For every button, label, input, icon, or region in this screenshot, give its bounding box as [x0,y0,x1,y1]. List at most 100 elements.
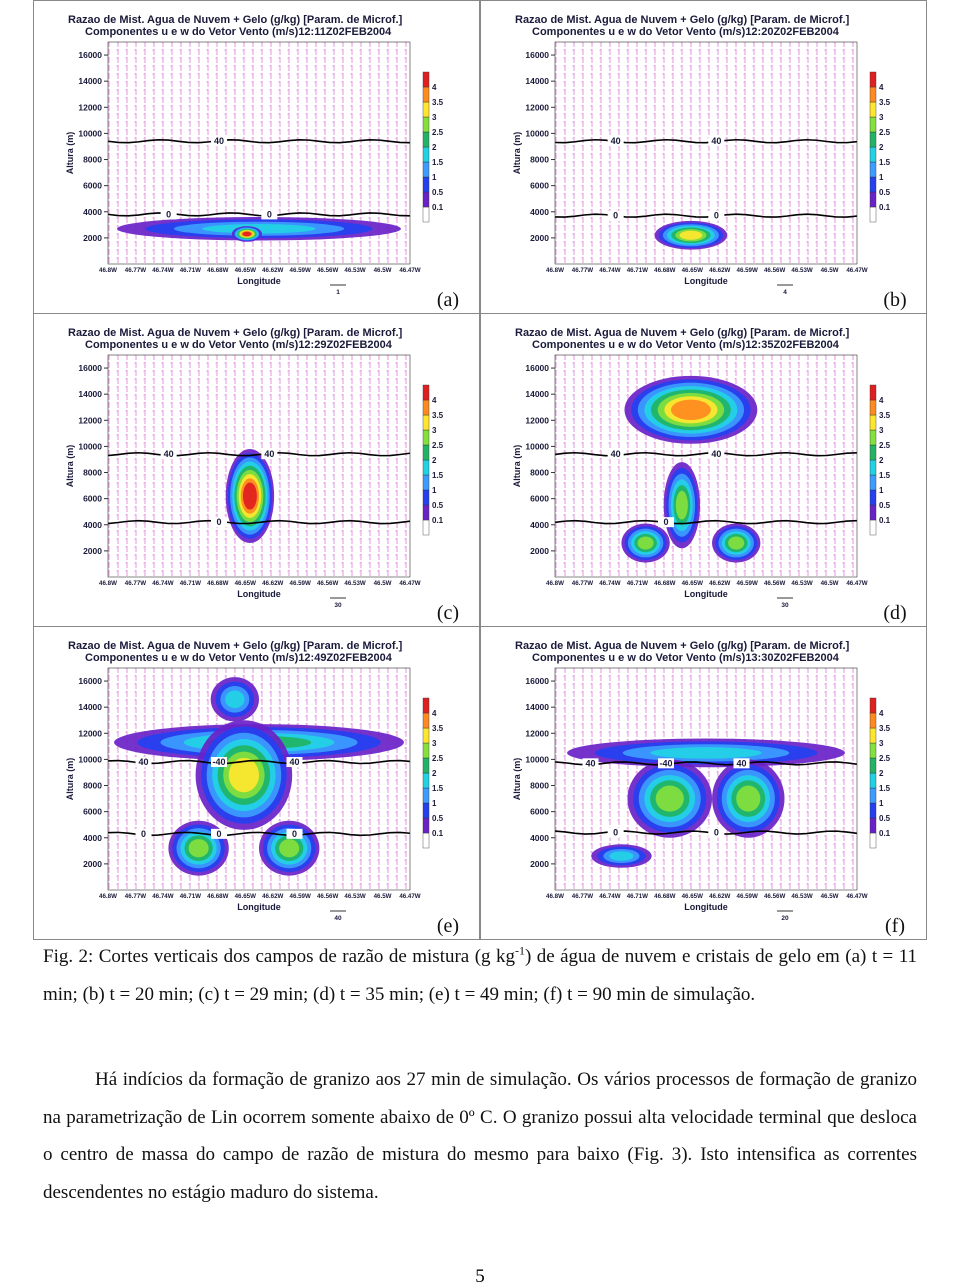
y-axis-label: Altura (m) [65,445,75,488]
colorbar-label: 0.1 [432,203,444,212]
isotherm-label: 0 [613,828,618,838]
isotherm-label-bg [607,449,624,460]
colorbar-box [422,697,430,714]
colorbar-box [422,86,430,103]
cloud-contour [655,785,684,812]
y-tick-label: 12000 [525,102,549,112]
figure: Razao de Mist. Agua de Nuvem + Gelo (g/k… [33,0,927,940]
cloud-contour [242,231,252,237]
y-tick-label: 14000 [525,702,549,712]
isotherm [108,451,410,457]
cloud-contour [728,536,745,550]
colorbar-label: 0.1 [879,516,891,525]
colorbar-label: 1 [432,799,437,808]
colorbar-box [869,459,877,476]
isotherm-label-bg [607,136,624,147]
isotherm-label: 40 [711,136,721,146]
y-tick-label: 2000 [530,233,549,243]
y-tick-label: 12000 [525,415,549,425]
isotherm [555,761,857,766]
isotherm-label-bg [582,758,599,769]
y-tick-label: 6000 [83,494,102,504]
isotherm-label: 0 [141,829,146,839]
panel-label: (d) [883,602,906,624]
colorbar-box [422,459,430,476]
panel-label: (a) [437,289,459,311]
isotherm-label: 0 [166,209,171,219]
x-tick-label: 46.68W [654,893,675,900]
vector-scale-label: 1 [336,289,340,296]
isotherm-label-bg [261,209,278,220]
y-tick-label: 8000 [83,781,102,791]
y-tick-label: 16000 [525,363,549,373]
colorbar-label: 1.5 [879,784,891,793]
colorbar-box [869,504,877,521]
x-tick-label: 46.5W [821,580,839,587]
isotherm-label: 40 [214,136,224,146]
plot-frame [107,41,411,265]
colorbar-box [422,504,430,521]
isotherm-label: 40 [138,757,148,767]
x-tick-label: 46.62W [262,580,283,587]
colorbar-box [869,101,877,118]
colorbar-box [869,444,877,461]
y-tick-label: 6000 [83,181,102,191]
x-tick-label: 46.68W [654,580,675,587]
isotherm-label-bg [211,757,227,768]
colorbar-box [869,727,877,744]
colorbar-label: 3 [879,426,884,435]
y-tick-label: 4000 [83,520,102,530]
subtitle-text: Componentes u e w do Vetor Vento (m/s) [532,339,746,351]
colorbar-label: 1.5 [432,158,444,167]
panel: Razao de Mist. Agua de Nuvem + Gelo (g/k… [33,0,480,314]
colorbar-label: 0.5 [879,814,891,823]
isotherm-label-bg [211,136,227,147]
isotherm-label: 0 [267,209,272,219]
y-tick-label: 14000 [525,76,549,86]
x-tick-label: 46.8W [546,580,564,587]
colorbar-label: 2 [879,769,884,778]
colorbar-box [422,206,430,223]
x-tick-label: 46.53W [344,893,365,900]
x-tick-label: 46.65W [682,267,703,274]
cloud-contour [225,690,245,709]
colorbar-box [422,71,430,88]
x-tick-label: 46.59W [737,893,758,900]
y-tick-label: 6000 [83,807,102,817]
y-tick-label: 8000 [530,781,549,791]
colorbar-box [869,519,877,536]
colorbar-box [422,489,430,506]
isotherm-label: 40 [164,449,174,459]
colorbar-box [869,474,877,491]
isotherm [555,138,857,144]
x-axis-label: Longitude [684,902,728,912]
x-tick-label: 46.65W [235,580,256,587]
isotherm-label-bg [708,136,725,147]
colorbar-box [422,191,430,208]
body-paragraph: Há indícios da formação de granizo aos 2… [43,1069,917,1203]
vector-scale-label: 30 [334,602,342,609]
x-tick-label: 46.77W [572,893,593,900]
colorbar-box [422,161,430,178]
x-tick-label: 46.56W [317,893,338,900]
x-tick-label: 46.77W [125,267,146,274]
plot-frame [554,354,858,578]
panel-label: (b) [883,289,906,311]
colorbar-box [869,772,877,789]
colorbar-label: 1 [432,486,437,495]
y-tick-label: 16000 [78,363,102,373]
caption-text: Fig. 2: Cortes verticais dos campos de r… [43,946,515,967]
y-tick-label: 12000 [78,415,102,425]
x-tick-label: 46.47W [399,893,420,900]
colorbar-label: 1 [879,173,884,182]
subtitle-time: 12:20Z02FEB2004 [745,26,839,38]
vector-scale-label: 20 [781,915,789,922]
x-tick-label: 46.65W [235,893,256,900]
x-tick-label: 46.8W [546,267,564,274]
cloud-contour [202,224,316,234]
y-tick-label: 2000 [83,233,102,243]
y-tick-label: 6000 [530,807,549,817]
x-tick-label: 46.65W [682,893,703,900]
isotherm-label: 0 [613,211,618,221]
colorbar-box [869,414,877,431]
